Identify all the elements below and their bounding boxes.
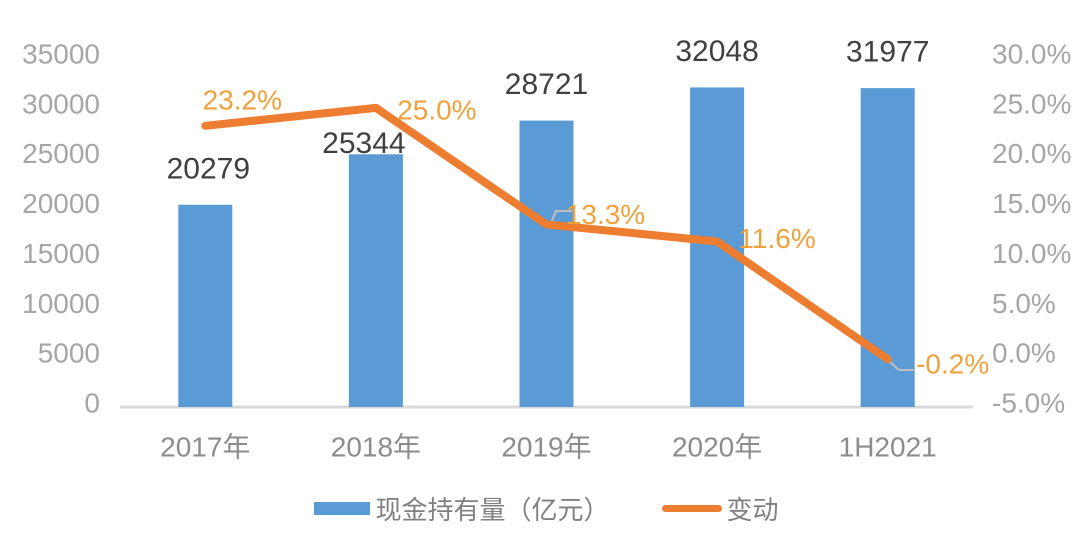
chart-legend: 现金持有量（亿元） 变动	[120, 490, 973, 527]
right-axis-tick-label: 0.0%	[992, 338, 1056, 369]
bar-1H2021	[860, 88, 915, 408]
bar-value-label: 25344	[322, 127, 405, 160]
left-axis-tick-label: 25000	[22, 138, 100, 169]
change-rate-line	[201, 103, 892, 364]
label-leader-line	[550, 210, 572, 224]
left-axis-tick-label: 30000	[22, 88, 100, 119]
bar-2019年	[519, 120, 574, 408]
left-axis-tick-label: 5000	[38, 338, 100, 369]
line-value-label: 11.6%	[738, 223, 815, 254]
line-value-label: 13.3%	[566, 199, 645, 230]
x-axis-category-label: 1H2021	[839, 432, 937, 463]
right-axis-tick-label: 10.0%	[992, 238, 1071, 269]
left-axis-tick-label: 15000	[22, 238, 100, 269]
bar-2018年	[348, 154, 403, 407]
right-axis-tick-label: 30.0%	[992, 39, 1071, 70]
left-axis-tick-label: 35000	[22, 39, 100, 70]
bar-value-label: 20279	[167, 152, 250, 185]
bar-2017年	[178, 204, 233, 407]
bar-series-swatch-icon	[314, 502, 371, 515]
line-series-swatch-icon	[661, 505, 722, 512]
left-axis-tick-label: 0	[84, 388, 100, 419]
line-value-label: -0.2%	[916, 349, 989, 380]
right-axis-tick-label: 25.0%	[992, 88, 1071, 119]
bar-series-legend-label: 现金持有量（亿元）	[375, 495, 610, 525]
x-axis-category-label: 2020年	[672, 432, 762, 463]
x-axis-category-label: 2019年	[501, 432, 591, 463]
legend-item-bar-series: 现金持有量（亿元）	[314, 490, 610, 527]
bar-2020年	[690, 87, 745, 407]
bar-value-label: 32048	[675, 35, 758, 68]
line-value-label: 23.2%	[203, 84, 282, 115]
right-axis-tick-label: 5.0%	[992, 288, 1056, 319]
legend-item-line-series: 变动	[661, 490, 779, 527]
label-leader-line	[888, 360, 914, 371]
right-axis-tick-label: 20.0%	[992, 138, 1071, 169]
line-series-legend-label: 变动	[726, 495, 779, 525]
left-axis-tick-label: 20000	[22, 188, 100, 219]
line-value-label: 25.0%	[397, 94, 476, 125]
right-axis-tick-label: 15.0%	[992, 188, 1071, 219]
x-axis-category-label: 2018年	[331, 432, 421, 463]
bar-value-label: 31977	[846, 36, 929, 69]
left-axis-tick-label: 10000	[22, 288, 100, 319]
bar-value-label: 28721	[505, 68, 588, 101]
right-axis-tick-label: -5.0%	[992, 388, 1065, 419]
x-axis-category-label: 2017年	[160, 432, 250, 463]
